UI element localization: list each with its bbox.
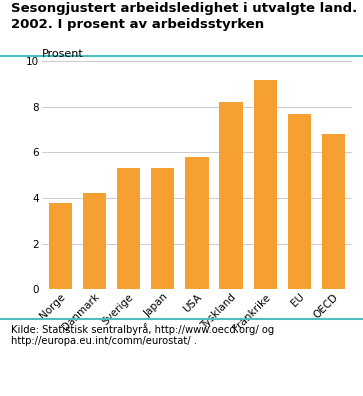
Bar — [151, 168, 174, 289]
Bar — [253, 80, 277, 289]
Text: Kilde: Statistisk sentralbyrå, http://www.oecd.org/ og
http://europa.eu.int/comm: Kilde: Statistisk sentralbyrå, http://ww… — [11, 323, 274, 346]
Bar — [220, 103, 242, 289]
Bar — [287, 114, 311, 289]
Bar — [83, 193, 106, 289]
Text: Prosent: Prosent — [42, 50, 83, 59]
Bar — [185, 157, 208, 289]
Text: Sesongjustert arbeidsledighet i utvalgte land. Mars
2002. I prosent av arbeidsst: Sesongjustert arbeidsledighet i utvalgte… — [11, 2, 363, 31]
Bar — [49, 202, 72, 289]
Bar — [322, 134, 345, 289]
Bar — [117, 168, 140, 289]
